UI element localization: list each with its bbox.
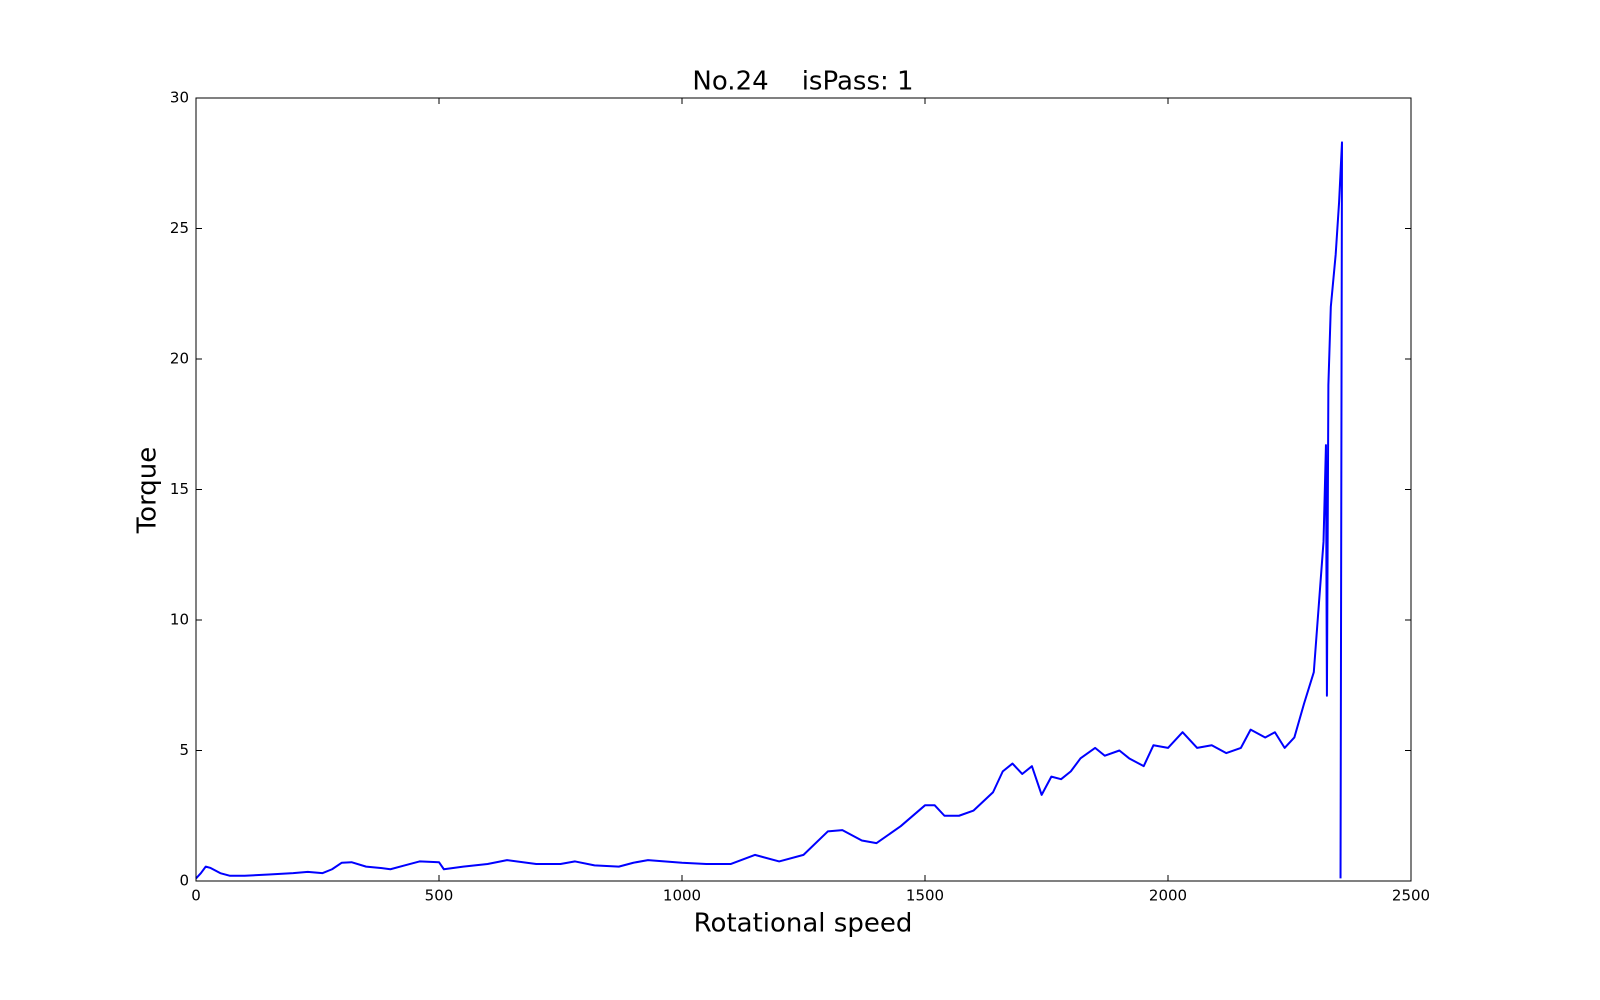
x-axis-label: Rotational speed (694, 909, 913, 939)
y-tick-label: 10 (170, 611, 189, 629)
chart-title: No.24 isPass: 1 (692, 67, 913, 97)
y-axis-label: Torque (133, 447, 163, 535)
x-tick-label: 1500 (906, 887, 944, 905)
y-tick-label: 0 (179, 872, 189, 890)
y-tick-label: 20 (170, 350, 189, 368)
x-tick-label: 1000 (663, 887, 701, 905)
x-tick-label: 500 (425, 887, 454, 905)
plot-frame (195, 97, 1412, 882)
x-tick-label: 2000 (1149, 887, 1187, 905)
y-tick-label: 15 (170, 480, 189, 498)
x-tick-label: 2500 (1392, 887, 1430, 905)
x-tick-label: 0 (191, 887, 201, 905)
data-line (195, 141, 1343, 880)
y-tick-label: 30 (170, 89, 189, 107)
y-tick-label: 5 (179, 741, 189, 759)
y-tick-label: 25 (170, 219, 189, 237)
